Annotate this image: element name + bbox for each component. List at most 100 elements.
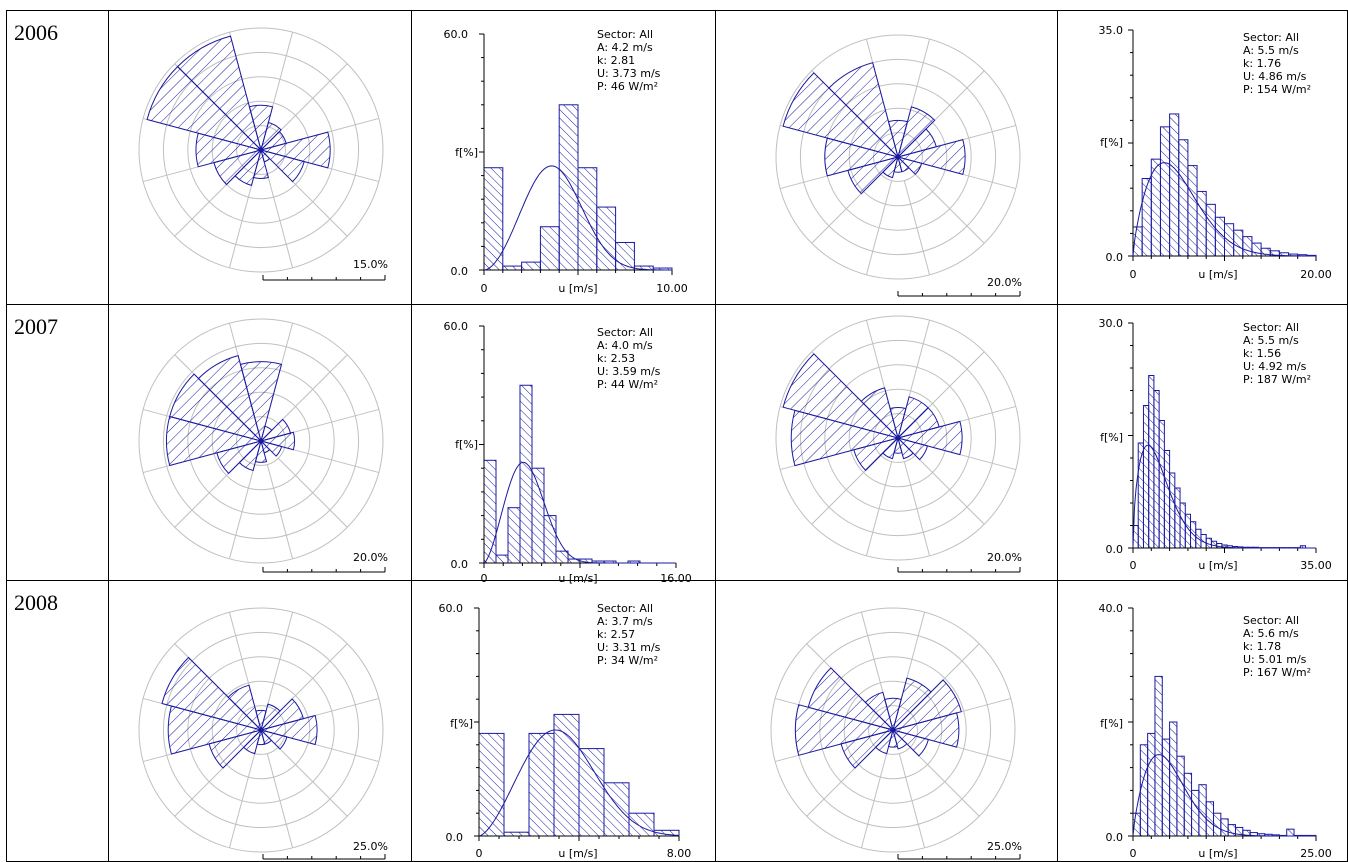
y-tick-max: 35.0 — [1099, 24, 1124, 37]
rose-spoke — [860, 753, 888, 848]
histogram-bar — [507, 507, 521, 564]
stat-sector: Sector: All — [597, 326, 653, 339]
stat-a: A: 3.7 m/s — [597, 615, 653, 628]
histogram-bar — [478, 732, 505, 837]
rose-sector — [782, 353, 900, 439]
weibull-curve — [478, 729, 680, 837]
stat-p: P: 167 W/m² — [1243, 666, 1311, 679]
x-axis-label: u [m/s] — [1198, 268, 1237, 281]
stat-u: U: 3.59 m/s — [597, 365, 661, 378]
histogram-bar — [1178, 139, 1189, 257]
histogram-2006-left: 60.0 0.0 f[%] 0 10.00 u [m/s] Sector: Al… — [444, 28, 688, 295]
stat-p: P: 154 W/m² — [1243, 83, 1311, 96]
stat-u: U: 3.31 m/s — [597, 641, 661, 654]
histogram-bar — [503, 831, 530, 837]
rose-sector — [259, 149, 305, 183]
y-axis-label: f[%] — [1100, 717, 1123, 730]
rose-spoke — [277, 63, 348, 134]
rose-spoke — [903, 461, 931, 556]
histogram-bar — [1141, 178, 1152, 257]
y-axis-label: f[%] — [1100, 136, 1123, 149]
x-axis-label: u [m/s] — [1198, 559, 1237, 572]
rose-sector — [864, 691, 894, 732]
x-tick-min: 0 — [481, 282, 488, 295]
stat-u: U: 5.01 m/s — [1243, 653, 1307, 666]
histogram-bar — [1158, 420, 1165, 549]
x-axis-label: u [m/s] — [558, 572, 597, 585]
rose-sector — [169, 373, 263, 442]
y-tick-max: 60.0 — [444, 320, 469, 333]
histogram-bar — [1153, 390, 1160, 549]
rose-spoke — [266, 173, 294, 268]
rose-ring — [138, 318, 384, 564]
histogram-2008-right: 40.0 0.0 f[%] 0 25.00 u [m/s] Sector: Al… — [1099, 602, 1332, 860]
histogram-2008-left: 60.0 0.0 f[%] 0 8.00 u [m/s] Sector: All… — [439, 602, 692, 860]
histogram-bar — [1286, 828, 1295, 837]
histogram-bar — [1148, 375, 1155, 549]
histogram-bar — [1179, 502, 1186, 549]
rose-sector — [259, 440, 283, 457]
rose-scale-label: 20.0% — [353, 551, 388, 564]
year-label-2006: 2006 — [14, 20, 58, 45]
rose-sector — [896, 437, 929, 461]
histogram-bar — [1163, 450, 1171, 549]
x-axis-label: u [m/s] — [1198, 847, 1237, 860]
stat-sector: Sector: All — [1243, 321, 1299, 334]
stat-u: U: 4.92 m/s — [1243, 360, 1307, 373]
rose-sectors — [161, 656, 318, 769]
rose-sector — [860, 387, 899, 440]
y-tick-min: 0.0 — [451, 558, 469, 571]
rose-ring — [799, 58, 997, 256]
histogram-bar — [1196, 190, 1207, 257]
x-axis-label: u [m/s] — [558, 847, 597, 860]
weibull-curve — [1132, 444, 1316, 549]
rose-spoke — [266, 753, 294, 848]
stat-p: P: 187 W/m² — [1243, 373, 1311, 386]
rose-spoke — [277, 457, 348, 528]
rose-sector — [807, 667, 895, 731]
histogram-bar — [1169, 721, 1178, 837]
x-tick-max: 8.00 — [667, 847, 692, 860]
y-tick-max: 30.0 — [1099, 317, 1124, 330]
wind-rose-2007-left: 20.0% — [138, 318, 388, 573]
wind-rose-2006-left: 15.0% — [138, 27, 388, 281]
rose-spoke — [228, 173, 256, 268]
y-tick-min: 0.0 — [451, 265, 469, 278]
rose-spoke — [228, 753, 256, 848]
rose-spoke — [228, 464, 256, 559]
stat-k: k: 2.81 — [597, 54, 635, 67]
rose-sector — [828, 62, 899, 159]
histogram-bars — [483, 104, 673, 271]
rose-scale-bar — [897, 567, 1021, 573]
rose-spoke — [284, 408, 379, 436]
histogram-bar — [539, 226, 560, 271]
y-tick-min: 0.0 — [1106, 251, 1124, 264]
histogram-bar — [495, 554, 509, 564]
histogram-bar — [1233, 229, 1244, 257]
year-label-2008: 2008 — [14, 590, 58, 615]
stat-sector: Sector: All — [597, 28, 653, 41]
histogram-bar — [603, 782, 630, 837]
rose-ring — [138, 27, 384, 273]
x-tick-max: 10.00 — [656, 282, 688, 295]
rose-sector — [259, 431, 296, 451]
rose-scale-label: 20.0% — [987, 276, 1022, 289]
rose-sector — [227, 684, 262, 732]
wind-rose-2007-right: 20.0% — [775, 315, 1022, 573]
y-tick-max: 40.0 — [1099, 602, 1124, 615]
histogram-bars — [1132, 113, 1317, 257]
x-tick-min: 0 — [1130, 559, 1137, 572]
rose-sector — [197, 354, 262, 443]
rose-ring — [775, 34, 1021, 280]
weibull-curve — [483, 165, 672, 271]
y-axis-label: f[%] — [455, 146, 478, 159]
rose-spoke — [266, 612, 294, 707]
histogram-bar — [1213, 812, 1222, 837]
stat-p: P: 46 W/m² — [597, 80, 658, 93]
histogram-bars — [478, 713, 680, 837]
histogram-2007-right: 30.0 0.0 f[%] 0 35.00 u [m/s] Sector: Al… — [1099, 317, 1332, 572]
rose-scale-label: 15.0% — [353, 258, 388, 271]
rose-spoke — [284, 446, 379, 474]
stat-k: k: 1.78 — [1243, 640, 1281, 653]
weibull-curve — [483, 461, 676, 564]
